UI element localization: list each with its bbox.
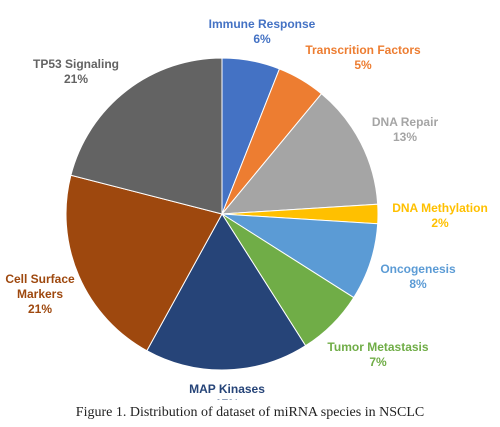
pie-label-dna-repair: DNA Repair 13% bbox=[372, 115, 439, 144]
pie-label-tumor-metastasis: Tumor Metastasis 7% bbox=[327, 340, 428, 369]
pie-chart: Immune Response 6%Transcrition Factors 5% D… bbox=[5, 17, 487, 400]
pie-slice-cell-surface-markers bbox=[65, 174, 223, 352]
pie-slice-map-kinases bbox=[146, 213, 307, 371]
pie-slice-dna-repair bbox=[220, 93, 379, 215]
pie-label-cell-surface-markers: Cell Surface Markers 21% bbox=[5, 272, 75, 316]
pie-label-immune-response: Immune Response 6% bbox=[209, 17, 316, 46]
pie-slice-tp53-signaling bbox=[70, 57, 223, 215]
figure-caption: Figure 1. Distribution of dataset of miR… bbox=[75, 405, 425, 420]
pie-label-dna-methylation: DNA Methylation 2% bbox=[392, 201, 488, 230]
pie-slices bbox=[65, 57, 379, 371]
pie-label-oncogenesis: Oncogenesis 8% bbox=[380, 262, 456, 291]
pie-label-tp53-signaling: TP53 Signaling 21% bbox=[33, 57, 119, 86]
pie-label-transcrition-factors: Transcrition Factors 5% bbox=[305, 43, 421, 72]
pie-labels: Immune Response 6%Transcrition Factors 5% D… bbox=[5, 17, 487, 400]
pie-label-map-kinases: MAP Kinases17% bbox=[189, 382, 265, 400]
